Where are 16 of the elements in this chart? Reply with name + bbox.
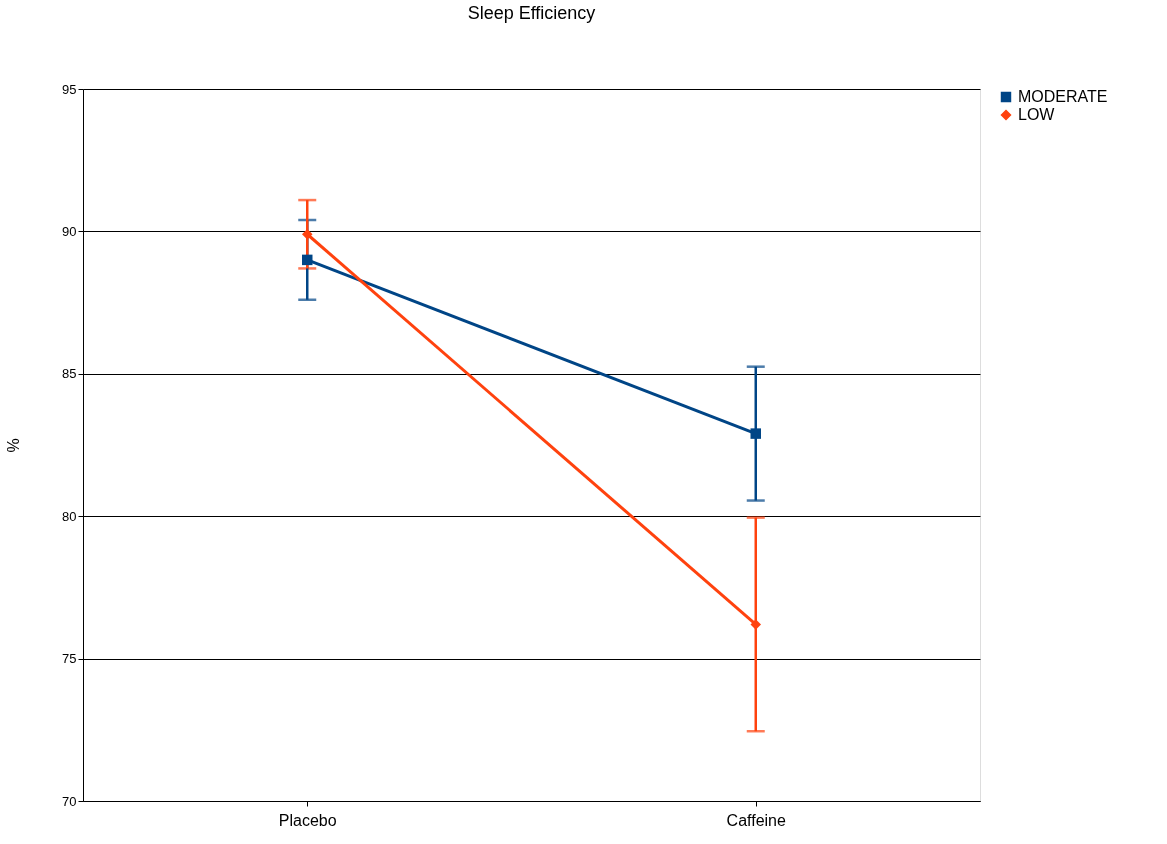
point [750, 619, 761, 630]
y-tick-label: 90 [62, 223, 77, 239]
x-tick-label: Caffeine [726, 811, 786, 829]
point [302, 254, 313, 266]
legend-label: LOW [1018, 106, 1056, 123]
x-tick-label: Placebo [278, 811, 337, 829]
point [750, 428, 761, 439]
y-tick-label: 75 [62, 651, 77, 667]
y-axis-title: % [5, 438, 23, 453]
y-tick-label: 95 [62, 81, 77, 97]
legend-label: MODERATE [1018, 88, 1108, 105]
y-tick-label: 85 [62, 366, 77, 382]
y-tick-label: 70 [62, 793, 77, 809]
chart-title: Sleep Efficiency [467, 3, 596, 23]
y-tick-label: 80 [62, 508, 77, 524]
point [302, 229, 313, 240]
